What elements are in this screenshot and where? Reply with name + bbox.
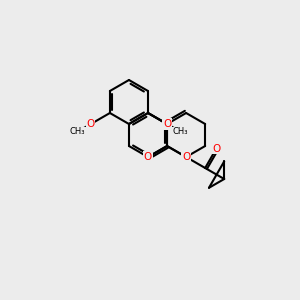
Text: O: O	[163, 119, 171, 129]
Text: O: O	[87, 119, 95, 129]
Text: CH₃: CH₃	[172, 127, 188, 136]
Text: O: O	[182, 152, 190, 162]
Text: O: O	[182, 152, 190, 162]
Text: O: O	[212, 144, 220, 154]
Text: O: O	[144, 152, 152, 162]
Text: CH₃: CH₃	[70, 127, 85, 136]
